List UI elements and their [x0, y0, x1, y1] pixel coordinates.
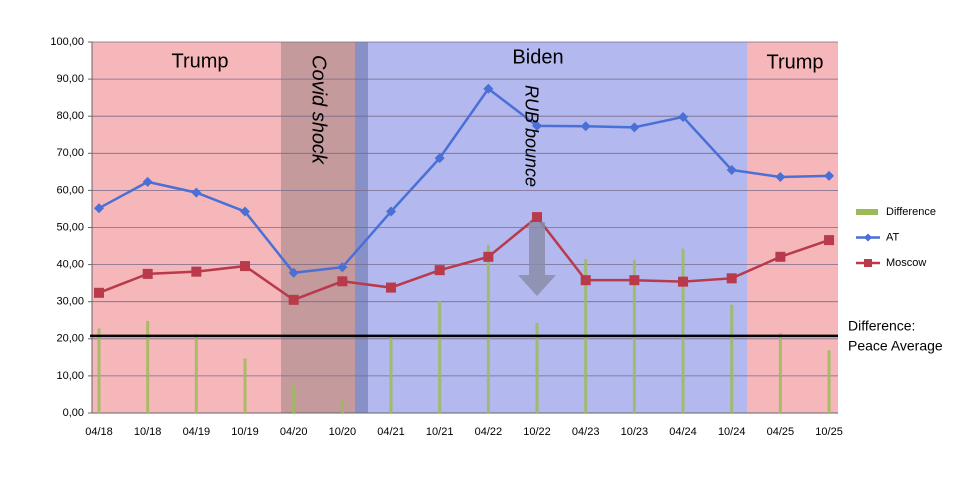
bar [194, 333, 198, 413]
marker [483, 83, 494, 94]
legend-marker [864, 233, 872, 242]
marker [678, 276, 689, 287]
x-tick-label: 10/22 [523, 426, 551, 438]
x-tick-label: 10/25 [815, 426, 843, 438]
bar [146, 320, 150, 413]
region-label: Biden [512, 46, 563, 68]
marker [142, 268, 153, 279]
bar [730, 304, 734, 413]
marker [434, 153, 445, 164]
x-tick-label: 04/21 [377, 426, 405, 438]
region-label: Trump [766, 51, 823, 73]
marker [532, 212, 543, 223]
marker [337, 262, 348, 273]
y-tick-label: 30,00 [56, 296, 84, 308]
marker [726, 164, 737, 175]
line [98, 86, 830, 275]
x-tick-label: 04/18 [85, 426, 113, 438]
y-tick-label: 20,00 [56, 333, 84, 345]
marker [532, 120, 543, 131]
reference-label: Difference: [848, 318, 915, 334]
bar [827, 350, 831, 413]
marker [142, 176, 153, 187]
x-tick-label: 10/20 [329, 426, 357, 438]
x-tick-label: 04/23 [572, 426, 600, 438]
legend-marker [864, 259, 872, 267]
y-tick-label: 50,00 [56, 221, 84, 233]
marker [775, 251, 786, 262]
marker [629, 122, 640, 133]
x-tick-label: 10/18 [134, 426, 162, 438]
x-tick-label: 10/24 [718, 426, 746, 438]
annotation: RUB bounce [521, 85, 541, 187]
legend-label: Moscow [886, 257, 926, 269]
marker [726, 273, 737, 284]
marker [240, 261, 251, 272]
marker [191, 266, 202, 277]
y-tick-label: 0,00 [63, 407, 84, 419]
marker [386, 282, 397, 293]
x-tick-label: 04/20 [280, 426, 308, 438]
x-tick-label: 04/25 [767, 426, 795, 438]
bar [97, 328, 101, 413]
marker [337, 276, 348, 287]
bar [535, 322, 539, 413]
x-tick-label: 10/23 [621, 426, 649, 438]
marker [678, 111, 689, 122]
y-tick-label: 90,00 [56, 73, 84, 85]
line [98, 215, 830, 302]
arrow [518, 222, 556, 296]
marker [824, 235, 835, 246]
legend-label: AT [886, 231, 900, 243]
marker [191, 187, 202, 198]
legend-swatch [856, 209, 878, 215]
marker [824, 170, 835, 181]
bar [292, 385, 296, 413]
region-label: Covid shock [308, 55, 330, 165]
marker [94, 287, 104, 298]
legend-label: Difference [886, 206, 936, 218]
bar [778, 333, 782, 413]
bar [681, 248, 685, 413]
y-tick-label: 10,00 [56, 370, 84, 382]
marker [386, 206, 397, 217]
x-tick-label: 10/21 [426, 426, 454, 438]
y-tick-label: 40,00 [56, 259, 84, 271]
marker [288, 294, 299, 305]
marker [434, 265, 445, 276]
x-tick-label: 04/22 [475, 426, 503, 438]
bar [438, 300, 442, 413]
bar [389, 336, 393, 413]
marker [580, 275, 591, 286]
x-tick-label: 04/24 [669, 426, 697, 438]
y-tick-label: 60,00 [56, 184, 84, 196]
bar [243, 358, 247, 413]
y-tick-label: 100,00 [50, 36, 84, 48]
marker [288, 267, 299, 278]
marker [94, 203, 104, 214]
y-tick-label: 80,00 [56, 110, 84, 122]
region-label: Trump [171, 50, 228, 72]
x-tick-label: 10/19 [231, 426, 259, 438]
marker [483, 251, 494, 262]
marker [580, 121, 591, 132]
bar [486, 244, 490, 413]
bar [340, 398, 344, 413]
y-tick-label: 70,00 [56, 147, 84, 159]
marker [240, 206, 251, 217]
reference-label: Peace Average [848, 338, 943, 354]
marker [629, 275, 640, 286]
marker [775, 172, 786, 183]
x-tick-label: 04/19 [183, 426, 211, 438]
